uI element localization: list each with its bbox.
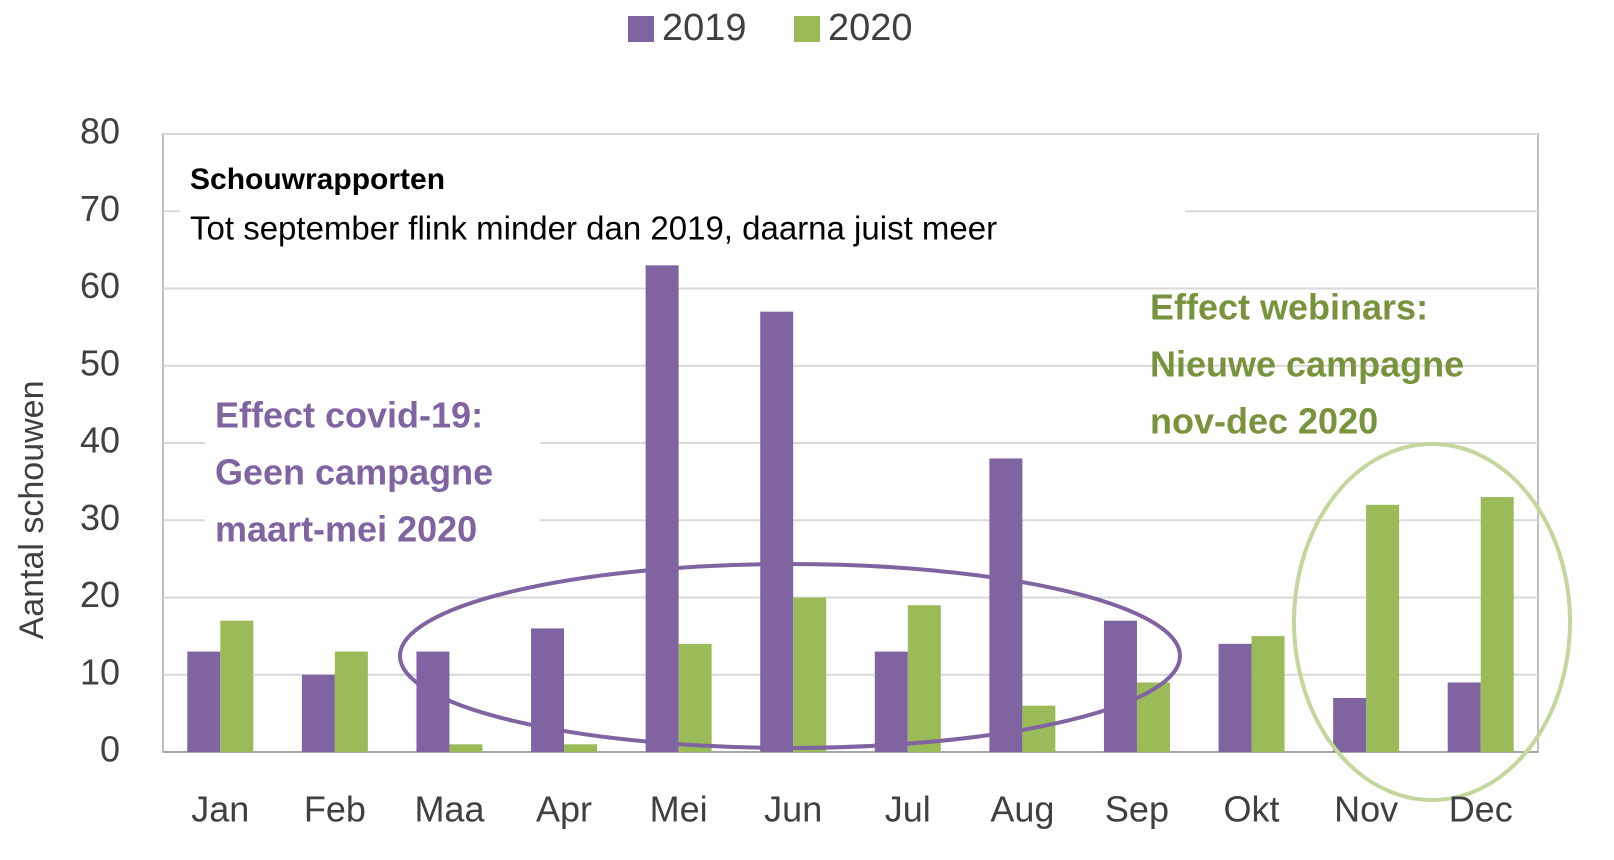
y-tick-label: 30: [80, 497, 120, 538]
annotation: Effect webinars:: [1150, 287, 1428, 328]
legend-label: 2020: [828, 7, 913, 49]
annotation: maart-mei 2020: [215, 509, 477, 550]
x-tick-label: Mei: [650, 789, 708, 830]
bar: [907, 605, 941, 752]
x-tick-label: Jun: [764, 789, 822, 830]
annotation: Geen campagne: [215, 452, 493, 493]
y-tick-label: 20: [80, 574, 120, 615]
legend-label: 2019: [662, 7, 747, 49]
bar: [1480, 497, 1514, 752]
bar: [1366, 504, 1400, 752]
x-tick-label: Dec: [1449, 789, 1513, 830]
x-tick-label: Feb: [304, 789, 366, 830]
highlight-ellipse: [398, 562, 1182, 750]
x-tick-label: Sep: [1105, 789, 1169, 830]
y-tick-label: 40: [80, 420, 120, 461]
y-tick-label: 60: [80, 265, 120, 306]
bar: [1103, 620, 1137, 752]
text-box: [180, 158, 1185, 258]
bar: [564, 744, 598, 752]
y-axis-label: Aantal schouwen: [13, 381, 51, 640]
x-tick-label: Aug: [990, 789, 1054, 830]
y-tick-label: 0: [100, 729, 120, 770]
bar: [760, 311, 794, 752]
text-box: [205, 390, 540, 558]
annotation: Nieuwe campagne: [1150, 344, 1464, 385]
x-tick-label: Apr: [536, 789, 592, 830]
bar: [449, 744, 483, 752]
bar: [1218, 643, 1252, 752]
bar: [1333, 697, 1367, 752]
annotation: Effect covid-19:: [215, 395, 483, 436]
bar: [187, 651, 221, 752]
y-tick-label: 10: [80, 651, 120, 692]
x-tick-label: Jul: [885, 789, 931, 830]
bar: [645, 265, 679, 752]
bar: [1251, 636, 1285, 752]
legend-swatch: [628, 16, 654, 42]
bar: [334, 651, 368, 752]
bar: [416, 651, 450, 752]
bar: [531, 628, 565, 752]
y-tick-label: 70: [80, 188, 120, 229]
x-tick-label: Nov: [1334, 789, 1398, 830]
highlight-ellipse: [1292, 442, 1572, 802]
y-tick-label: 80: [80, 111, 120, 152]
x-tick-label: Okt: [1224, 789, 1280, 830]
annotation: nov-dec 2020: [1150, 401, 1378, 442]
x-tick-label: Maa: [414, 789, 485, 830]
y-tick-label: 50: [80, 342, 120, 383]
bar: [678, 643, 712, 752]
bar: [874, 651, 908, 752]
chart-title: Schouwrapporten: [190, 163, 445, 196]
bar: [793, 597, 827, 752]
bar: [301, 674, 335, 752]
bar: [1447, 682, 1481, 752]
bar: [1136, 682, 1170, 752]
bar: [220, 620, 254, 752]
legend-swatch: [794, 16, 820, 42]
chart-subtitle: Tot september flink minder dan 2019, daa…: [190, 210, 997, 247]
bar: [989, 458, 1023, 752]
x-tick-label: Jan: [191, 789, 249, 830]
